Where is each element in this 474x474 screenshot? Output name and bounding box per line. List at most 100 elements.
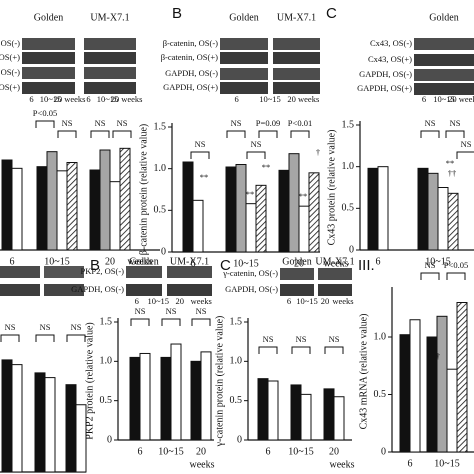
lane-label: 6 (135, 296, 139, 306)
blot-row-label: PKP2, OS(-) (81, 266, 125, 276)
bar (288, 153, 300, 253)
significance-bracket (226, 130, 246, 138)
bar (447, 192, 459, 251)
bar (235, 164, 247, 253)
x-tick-label: 10~15 (233, 258, 258, 269)
blot-row-label: OS(+) (0, 52, 20, 62)
blot-row-label: OS(-) (1, 67, 21, 77)
annotation: P<0.05 (444, 260, 468, 270)
y-tick-label: 0.5 (342, 203, 355, 214)
lane-label: weeks (332, 296, 353, 306)
bar (1, 359, 13, 473)
panel-letter: C (326, 5, 337, 22)
bar (367, 167, 379, 251)
bar (182, 161, 194, 253)
lane-label: 10~15 (259, 94, 281, 104)
annotation: NS (231, 118, 242, 128)
y-axis-label: Cx43 mRNA (relative value) (358, 314, 369, 430)
blot-row-label: Cx43, OS(-) (370, 38, 412, 48)
significance-bracket (420, 130, 440, 138)
annotation: NS (425, 260, 436, 270)
lane-label: 20 (176, 296, 185, 306)
lane-label: 10~15 (97, 94, 119, 104)
lane-label: 10~15 (40, 94, 62, 104)
x-tick-label: 10~15 (158, 446, 183, 457)
lane-label: 6 (29, 94, 33, 104)
y-tick-label: 1.0 (154, 163, 167, 174)
y-tick-label: 1.0 (374, 331, 387, 342)
blot-band (167, 266, 212, 278)
annotation: NS (166, 306, 177, 316)
x-tick-label: 20 (329, 446, 339, 457)
blot-band (318, 268, 352, 280)
blot-band (84, 82, 136, 94)
y-axis-label: γ-catenin protein (relative value) (214, 316, 225, 448)
significance-bracket (445, 130, 465, 138)
x-tick-label: 6 (138, 446, 143, 457)
bar (99, 149, 111, 251)
bar (257, 378, 269, 441)
bar (267, 380, 279, 441)
significance-bracket (324, 346, 344, 354)
bar (139, 352, 151, 441)
blot-row-label: OS(-) (1, 38, 21, 48)
annotation: ** (200, 172, 209, 182)
x-tick-label: 10~15 (288, 446, 313, 457)
annotation: NS (40, 322, 51, 332)
significance-bracket (190, 151, 210, 159)
lane-label: 20 weeks (54, 94, 86, 104)
y-axis-label: β-catenin protein (relative value) (138, 124, 149, 255)
bar (44, 377, 56, 473)
bar (323, 388, 335, 441)
significance-bracket (130, 318, 150, 326)
blot-band (318, 284, 352, 296)
blot-band (220, 68, 268, 80)
blot-row-label: GAPDH, OS(-) (165, 68, 218, 78)
y-axis-label: Cx43 protein (relative value) (326, 130, 337, 246)
blot-band (273, 68, 320, 80)
y-tick-label: 0.5 (374, 389, 387, 400)
annotation: NS (461, 139, 472, 149)
bar (300, 393, 312, 441)
blot-row-label: GAPDH, OS(+) (163, 82, 218, 92)
y-tick-label: 0.5 (100, 395, 113, 406)
x-tick-label: 20 (196, 446, 206, 457)
bar (308, 172, 320, 253)
significance-bracket (0, 334, 20, 342)
bar (190, 360, 202, 441)
lane-label: 10~15 (296, 296, 318, 306)
annotation: ** (262, 162, 271, 172)
annotation: NS (425, 118, 436, 128)
panel-letter: B (172, 5, 182, 22)
annotation: †† (448, 168, 457, 178)
x-tick-label: 6 (376, 256, 381, 267)
bar (109, 181, 121, 251)
bar (66, 162, 78, 251)
y-tick-label: 0 (161, 246, 166, 257)
significance-bracket (258, 346, 278, 354)
blot-row-label: GAPDH, OS(-) (225, 284, 278, 294)
x-tick-label: 20 (294, 258, 304, 269)
blot-row-label: β-catenin, OS(+) (161, 52, 218, 62)
bar (278, 169, 290, 253)
significance-bracket (456, 151, 474, 159)
annotation: ** (246, 189, 255, 199)
blot-header: UM-X7.1 (170, 256, 209, 267)
y-axis-label: PKP2 protein (relative value) (84, 322, 95, 439)
bar (119, 147, 131, 251)
panel-letter: B (90, 257, 100, 274)
y-tick-label: 1.5 (230, 316, 243, 327)
annotation: NS (450, 118, 461, 128)
x-axis-label: weeks (330, 459, 355, 470)
bar (255, 184, 267, 253)
annotation: NS (71, 322, 82, 332)
blot-band (126, 266, 162, 278)
bar (456, 302, 468, 453)
bar (437, 187, 449, 251)
blot-row-label: β-catenin, OS(-) (163, 38, 218, 48)
blot-header: Golden (282, 256, 311, 267)
bar (192, 199, 204, 253)
blot-header: Golden (129, 256, 158, 267)
bar (170, 343, 182, 441)
significance-bracket (66, 334, 86, 342)
